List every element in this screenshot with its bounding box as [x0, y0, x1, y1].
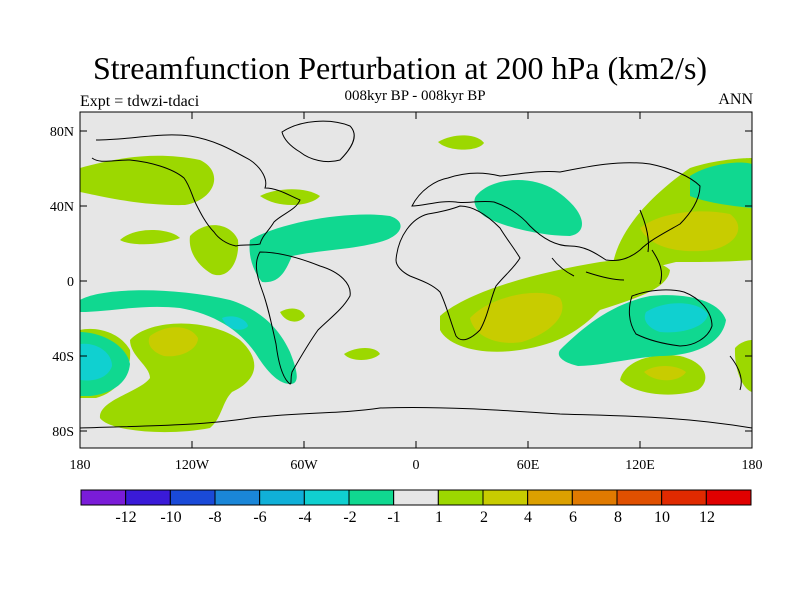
colorbar-swatch [661, 489, 707, 506]
y-tick-label: 40S [52, 350, 74, 365]
colorbar-label: -6 [253, 509, 266, 526]
x-tick-label: 180 [70, 458, 91, 473]
coastline-greenland [281, 120, 355, 163]
colorbar-swatch [616, 489, 663, 506]
x-tick-label: 120E [625, 458, 655, 473]
contour-region [99, 323, 255, 433]
colorbar-swatch [303, 489, 350, 506]
colorbar-label: 8 [614, 509, 622, 526]
contour-region [80, 155, 215, 206]
colorbar-label: 1 [435, 509, 443, 526]
colorbar-label: -2 [343, 509, 356, 526]
contour-region [690, 162, 752, 208]
colorbar-swatch [571, 489, 618, 506]
y-tick-label: 40N [50, 200, 74, 215]
y-axis-labels: 80N 40N 0 40S 80S [50, 125, 74, 440]
contour-region [80, 343, 112, 381]
coastline-eurasia [411, 162, 701, 261]
colorbar-swatch [80, 489, 127, 506]
y-tick-label: 80S [52, 425, 74, 440]
coastline-north-america [91, 134, 301, 247]
x-tick-label: 120W [175, 458, 210, 473]
tick-marks [80, 112, 752, 448]
coastlines [80, 120, 752, 429]
x-tick-label: 0 [413, 458, 420, 473]
coastline-southeast-asia [551, 257, 625, 281]
contour-region [438, 135, 484, 150]
contour-fills [80, 135, 752, 433]
contour-region [734, 340, 752, 392]
contour-region [120, 230, 180, 245]
x-tick-label: 60E [517, 458, 540, 473]
colorbar-swatch [259, 489, 305, 506]
x-tick-label: 180 [742, 458, 763, 473]
coastline-new-zealand [729, 355, 742, 391]
contour-region [189, 225, 239, 276]
contour-region [148, 327, 198, 357]
colorbar-swatch [482, 489, 529, 506]
colorbar-swatch [125, 489, 171, 506]
y-tick-label: 80N [50, 125, 74, 140]
coastline-antarctica [80, 406, 752, 429]
colorbar-label: -8 [208, 509, 221, 526]
contour-region [640, 211, 739, 252]
colorbar-label: 2 [480, 509, 488, 526]
colorbar-swatch [214, 489, 261, 506]
colorbar-labels: -12 -10 -8 -6 -4 -2 -1 1 2 4 6 8 10 12 [115, 509, 715, 526]
contour-region [644, 303, 708, 333]
colorbar-label: 12 [699, 509, 715, 526]
colorbar-label: 4 [524, 509, 532, 526]
contour-region [222, 316, 248, 330]
coastline-south-america [255, 251, 351, 385]
contour-region [260, 189, 320, 206]
coastline-east-asia-islands [639, 209, 663, 285]
colorbar-swatch [169, 489, 216, 506]
colorbar-label: -1 [387, 509, 400, 526]
y-tick-label: 0 [67, 275, 74, 290]
contour-region [470, 292, 563, 343]
colorbar-swatch [393, 489, 439, 506]
coastline-africa [395, 205, 521, 341]
colorbar-label: -10 [160, 509, 181, 526]
plot-title: Streamfunction Perturbation at 200 hPa (… [92, 50, 708, 86]
colorbar [80, 489, 752, 506]
colorbar-label: -12 [115, 509, 136, 526]
season-label: ANN [718, 91, 753, 108]
contour-region [344, 348, 380, 360]
x-tick-label: 60W [290, 458, 318, 473]
contour-region [80, 290, 297, 384]
plot-subtitle: 008kyr BP - 008kyr BP [344, 88, 486, 104]
contour-region [280, 308, 305, 322]
colorbar-swatch [527, 489, 573, 506]
coastline-australia [628, 289, 713, 347]
x-axis-labels: 180 120W 60W 0 60E 120E 180 [70, 458, 763, 473]
contour-region [474, 179, 582, 236]
colorbar-label: 6 [569, 509, 577, 526]
contour-region [249, 214, 401, 283]
colorbar-swatch [437, 489, 484, 506]
colorbar-swatch [705, 489, 752, 506]
colorbar-swatch [348, 489, 395, 506]
colorbar-label: -4 [298, 509, 311, 526]
colorbar-label: 10 [654, 509, 670, 526]
contour-region [644, 366, 686, 381]
experiment-label: Expt = tdwzi-tdaci [80, 93, 200, 110]
